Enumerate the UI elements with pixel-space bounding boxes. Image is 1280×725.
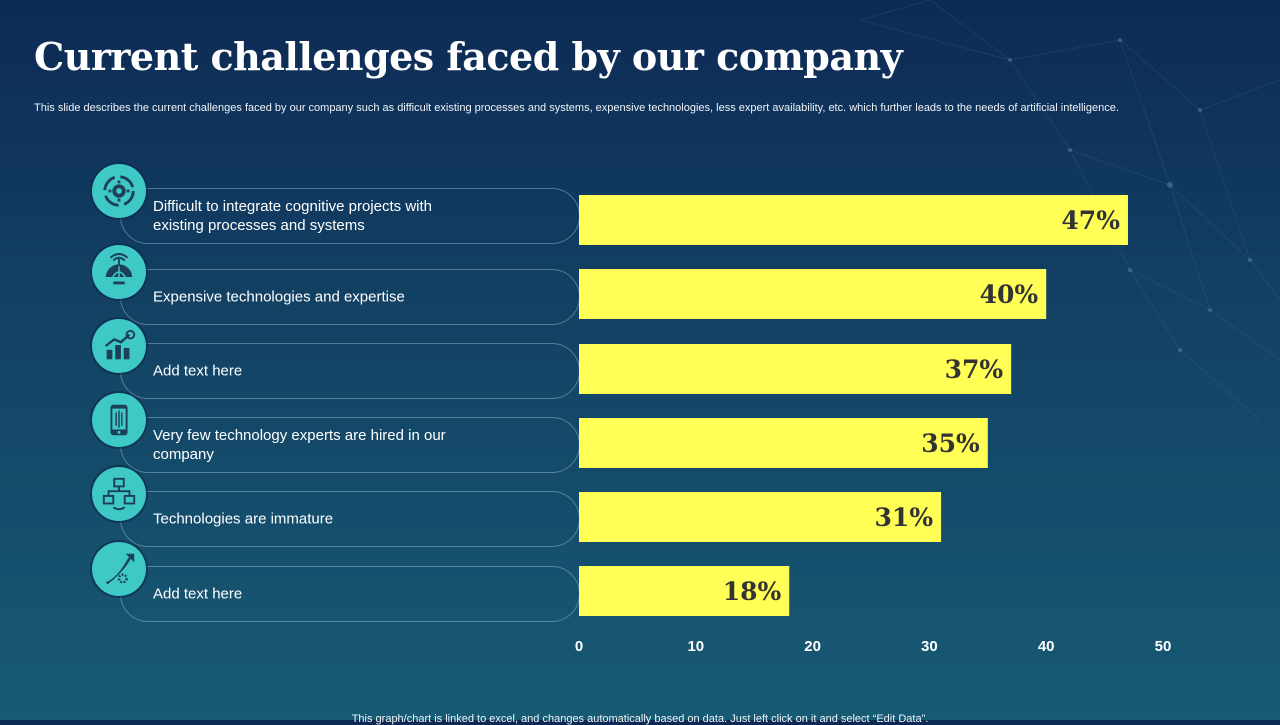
data-label: 18% — [723, 577, 782, 606]
bar — [579, 195, 1128, 245]
challenge-row: Difficult to integrate cognitive project… — [92, 164, 592, 244]
x-tick-label: 50 — [1155, 638, 1172, 655]
x-tick-label: 30 — [921, 638, 938, 655]
rocket-gear-icon — [92, 542, 146, 596]
bar — [579, 492, 942, 542]
challenge-label: Add text here — [153, 362, 243, 380]
bar — [579, 269, 1047, 319]
x-tick-label: 20 — [804, 638, 821, 655]
mobile-circuit-icon — [92, 393, 146, 447]
growth-chart-icon — [92, 319, 146, 373]
challenge-label: Expensive technologies and expertise — [153, 288, 405, 306]
data-label: 35% — [921, 429, 980, 458]
challenge-label: Difficult to integrate cognitive project… — [153, 198, 433, 234]
x-tick-label: 40 — [1038, 638, 1055, 655]
challenge-label: Add text here — [153, 585, 243, 603]
gear-cycle-icon — [92, 164, 146, 218]
challenge-row: Add text here — [92, 319, 592, 399]
globe-antenna-icon — [92, 245, 146, 299]
challenge-label: Technologies are immature — [153, 510, 334, 528]
data-label: 40% — [980, 280, 1039, 309]
challenge-row: Very few technology experts are hired in… — [92, 393, 592, 473]
network-nodes-icon — [92, 467, 146, 521]
data-label: 37% — [945, 355, 1004, 384]
x-tick-label: 10 — [687, 638, 704, 655]
page-title: Current challenges faced by our company — [34, 34, 903, 79]
footer-note: This graph/chart is linked to excel, and… — [351, 713, 929, 725]
bar — [579, 344, 1012, 394]
challenge-row: Technologies are immature — [92, 467, 592, 547]
challenge-label: Very few technology experts are hired in… — [153, 427, 446, 463]
data-label: 47% — [1061, 206, 1120, 235]
challenge-row: Add text here — [92, 542, 592, 622]
bar — [579, 566, 790, 616]
data-label: 31% — [875, 503, 934, 532]
page-subtitle: This slide describes the current challen… — [34, 102, 1119, 114]
bar — [579, 418, 988, 468]
x-tick-label: 0 — [575, 638, 583, 655]
